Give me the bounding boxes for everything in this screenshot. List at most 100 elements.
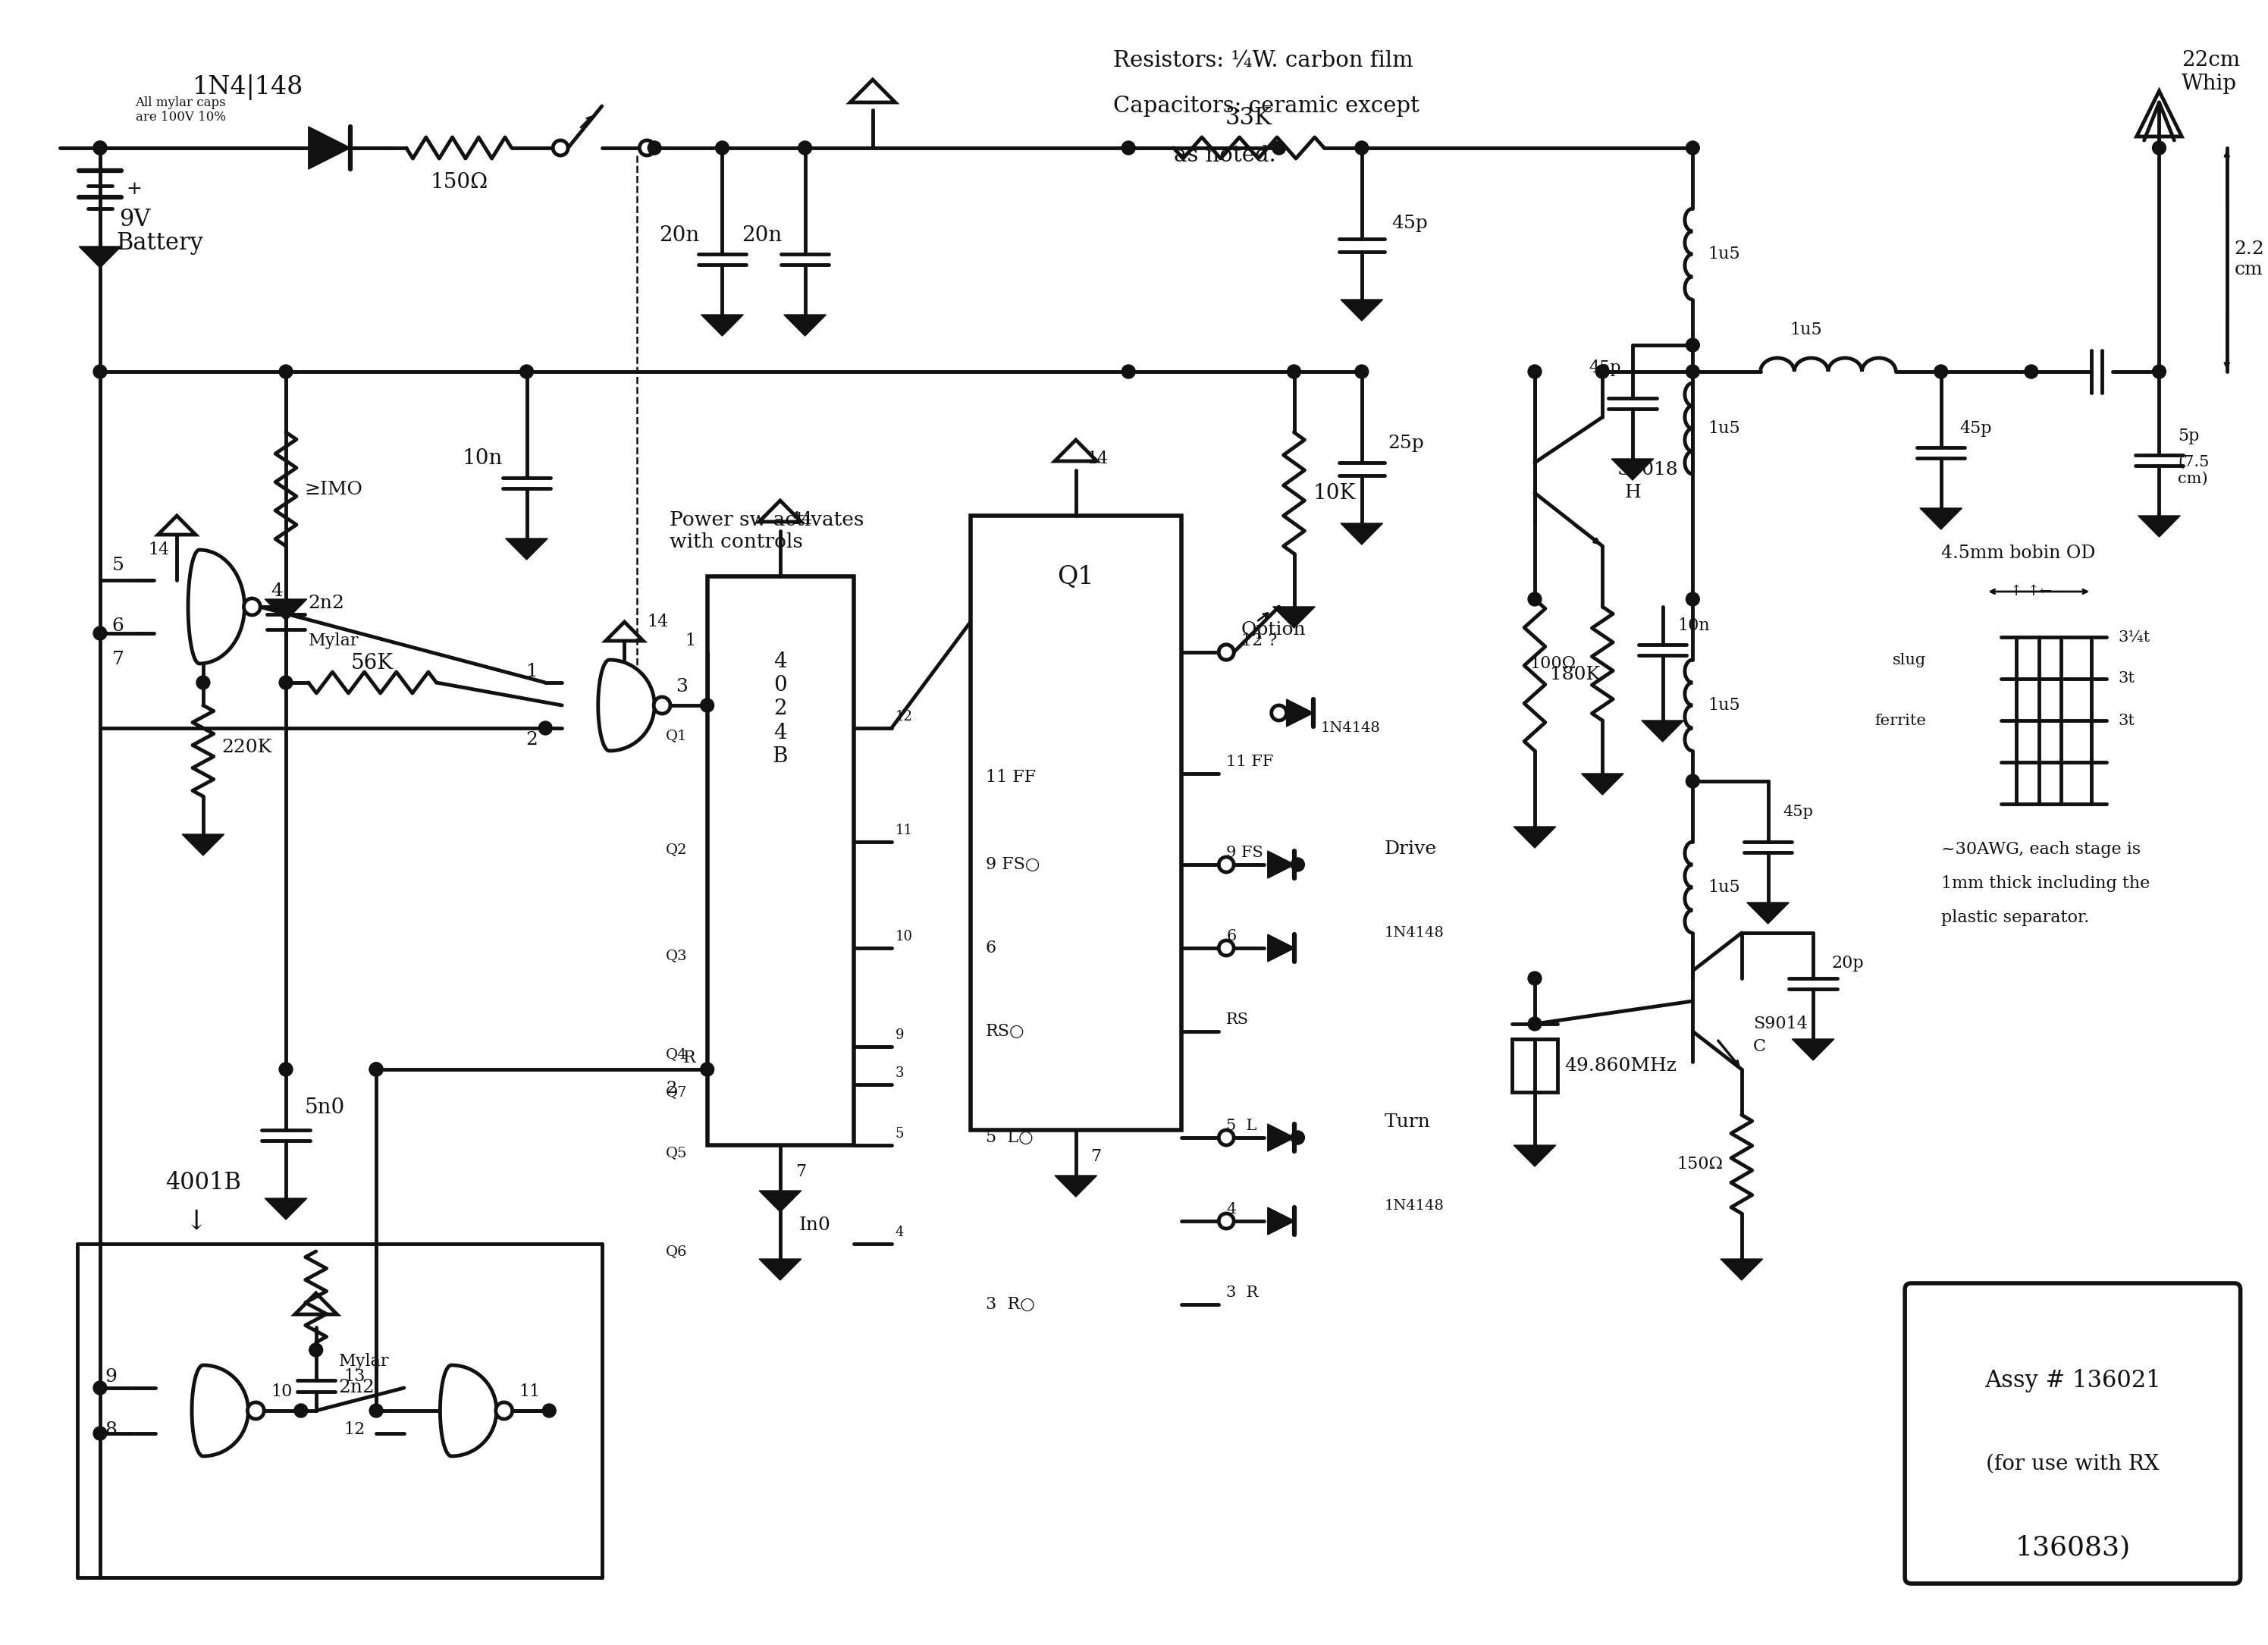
Circle shape (197, 676, 211, 689)
Text: 3: 3 (896, 1066, 905, 1081)
Text: 11 FF: 11 FF (987, 768, 1036, 786)
Text: 1u5: 1u5 (1708, 697, 1740, 714)
Polygon shape (1513, 1145, 1556, 1166)
Text: 1u5: 1u5 (1708, 878, 1740, 895)
Circle shape (243, 599, 261, 615)
Text: 5p: 5p (2177, 428, 2200, 444)
Text: 12: 12 (896, 711, 912, 724)
Text: 9: 9 (104, 1367, 116, 1385)
Circle shape (1218, 1130, 1234, 1145)
Text: 4.5mm bobin OD: 4.5mm bobin OD (1941, 544, 2096, 563)
Text: Assy # 136021: Assy # 136021 (1984, 1369, 2161, 1392)
Text: 14: 14 (792, 512, 812, 528)
Text: ↑ ↑←: ↑ ↑← (2009, 584, 2053, 599)
Text: ferrite: ferrite (1873, 714, 1926, 727)
Text: Mylar: Mylar (338, 1352, 390, 1370)
Bar (1513, 1040, 1558, 1092)
Polygon shape (188, 549, 245, 663)
Circle shape (279, 676, 293, 689)
Polygon shape (1268, 1124, 1295, 1152)
Circle shape (1218, 857, 1234, 872)
Text: Battery: Battery (116, 230, 204, 255)
Text: RS○: RS○ (987, 1023, 1025, 1040)
Circle shape (295, 1403, 308, 1418)
Text: 10: 10 (270, 1383, 293, 1400)
Polygon shape (79, 247, 120, 268)
Circle shape (655, 697, 669, 712)
Text: 4: 4 (896, 1226, 905, 1239)
Polygon shape (265, 1198, 306, 1219)
Circle shape (93, 141, 107, 155)
Text: 11 FF: 11 FF (1227, 755, 1275, 770)
Text: 1N4148: 1N4148 (1383, 926, 1445, 939)
Text: 1u5: 1u5 (1708, 245, 1740, 263)
Polygon shape (1268, 1207, 1295, 1235)
Polygon shape (1286, 699, 1313, 727)
Circle shape (1123, 141, 1136, 155)
Polygon shape (701, 314, 744, 336)
Circle shape (649, 141, 662, 155)
Circle shape (1218, 1214, 1234, 1229)
Polygon shape (785, 314, 826, 336)
Text: 1N4148: 1N4148 (1320, 721, 1381, 735)
Text: 11: 11 (519, 1383, 540, 1400)
Text: 1u5: 1u5 (1708, 419, 1740, 438)
Text: 3t: 3t (2118, 714, 2134, 727)
Text: 56K: 56K (352, 653, 395, 674)
Circle shape (1529, 365, 1542, 378)
Text: Q4: Q4 (667, 1048, 687, 1061)
Text: 2: 2 (667, 1081, 678, 1097)
Polygon shape (506, 538, 547, 559)
Circle shape (1218, 645, 1234, 660)
Polygon shape (440, 1365, 497, 1456)
Text: H: H (1624, 484, 1642, 502)
Text: S9014: S9014 (1753, 1015, 1808, 1031)
Text: C: C (1753, 1038, 1767, 1054)
Circle shape (247, 1402, 263, 1420)
Text: 7: 7 (796, 1163, 805, 1179)
Text: 10n: 10n (463, 449, 503, 469)
Circle shape (1272, 141, 1286, 155)
Text: 3t: 3t (2118, 671, 2134, 686)
Circle shape (1290, 857, 1304, 872)
Polygon shape (1272, 607, 1315, 628)
Circle shape (1218, 941, 1234, 956)
Text: 7: 7 (1091, 1148, 1102, 1165)
Circle shape (279, 365, 293, 378)
Text: +: + (127, 181, 143, 199)
Circle shape (542, 1403, 556, 1418)
Circle shape (1290, 1130, 1304, 1145)
Circle shape (370, 1063, 383, 1076)
Circle shape (553, 140, 567, 156)
Circle shape (93, 1382, 107, 1395)
Polygon shape (1581, 773, 1624, 795)
Circle shape (1529, 972, 1542, 985)
Text: 1mm thick including the: 1mm thick including the (1941, 875, 2150, 892)
Polygon shape (1513, 827, 1556, 847)
Text: 10n: 10n (1678, 617, 1710, 633)
Circle shape (2025, 365, 2039, 378)
Text: 136083): 136083) (2014, 1535, 2130, 1559)
Text: 3¼t: 3¼t (2118, 630, 2150, 645)
Circle shape (540, 721, 551, 735)
FancyBboxPatch shape (971, 517, 1182, 1130)
Text: 1: 1 (526, 663, 538, 679)
Text: Drive: Drive (1383, 841, 1436, 859)
Text: 5: 5 (896, 1127, 905, 1140)
Text: 12 ?: 12 ? (1241, 633, 1277, 650)
Circle shape (1935, 365, 1948, 378)
Circle shape (1597, 365, 1610, 378)
Text: 45p: 45p (1393, 215, 1429, 232)
Text: 4: 4 (1227, 1202, 1236, 1217)
Circle shape (701, 699, 714, 712)
Text: 45p: 45p (1960, 419, 1991, 438)
Circle shape (93, 141, 107, 155)
Text: 150Ω: 150Ω (431, 171, 488, 192)
Text: 9V: 9V (118, 209, 150, 232)
Text: 2n2: 2n2 (308, 594, 345, 612)
Polygon shape (193, 1365, 247, 1456)
Text: 6: 6 (987, 939, 996, 956)
Text: 100Ω: 100Ω (1531, 655, 1576, 671)
Text: 5  L: 5 L (1227, 1119, 1256, 1133)
Circle shape (370, 1403, 383, 1418)
